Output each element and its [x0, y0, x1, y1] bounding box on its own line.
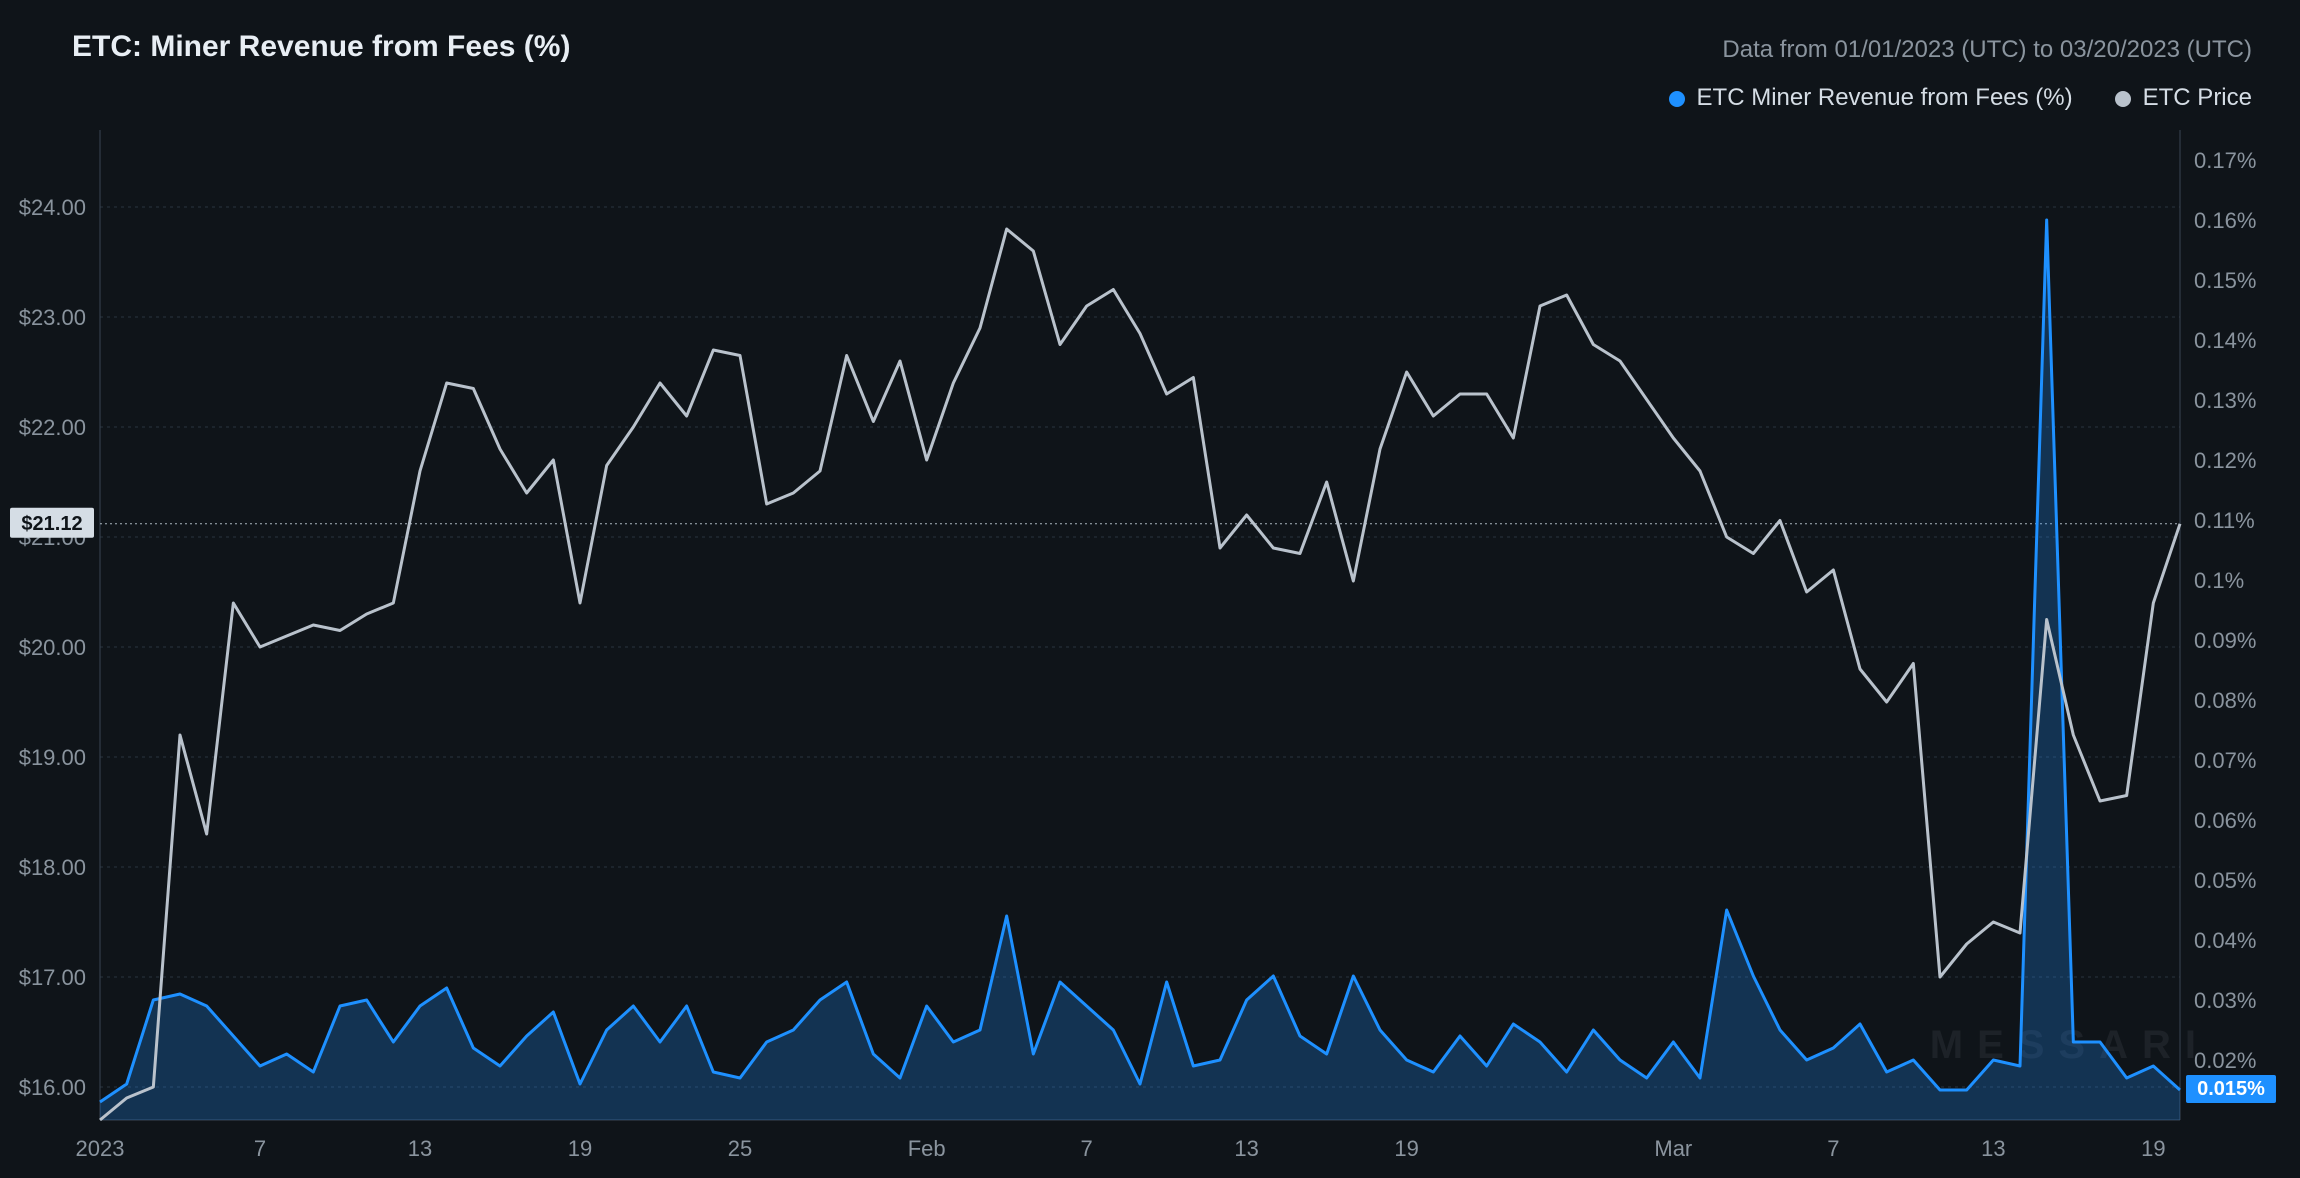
- svg-text:$19.00: $19.00: [19, 745, 86, 770]
- svg-text:0.1%: 0.1%: [2194, 568, 2244, 593]
- svg-text:0.09%: 0.09%: [2194, 628, 2256, 653]
- chart-svg: $16.00$17.00$18.00$19.00$20.00$21.00$22.…: [0, 0, 2300, 1178]
- svg-text:7: 7: [1081, 1136, 1093, 1161]
- svg-text:0.14%: 0.14%: [2194, 328, 2256, 353]
- svg-text:0.05%: 0.05%: [2194, 868, 2256, 893]
- svg-text:0.08%: 0.08%: [2194, 688, 2256, 713]
- svg-text:0.15%: 0.15%: [2194, 268, 2256, 293]
- svg-text:$16.00: $16.00: [19, 1075, 86, 1100]
- svg-text:25: 25: [728, 1136, 752, 1161]
- svg-text:0.17%: 0.17%: [2194, 148, 2256, 173]
- svg-text:0.12%: 0.12%: [2194, 448, 2256, 473]
- svg-text:$20.00: $20.00: [19, 635, 86, 660]
- svg-text:7: 7: [1827, 1136, 1839, 1161]
- svg-text:13: 13: [1981, 1136, 2005, 1161]
- svg-text:0.11%: 0.11%: [2194, 508, 2255, 533]
- svg-text:$18.00: $18.00: [19, 855, 86, 880]
- chart-container: ETC: Miner Revenue from Fees (%) Data fr…: [0, 0, 2300, 1178]
- svg-text:$24.00: $24.00: [19, 195, 86, 220]
- svg-text:0.015%: 0.015%: [2197, 1078, 2265, 1100]
- svg-text:$23.00: $23.00: [19, 305, 86, 330]
- svg-text:19: 19: [2141, 1136, 2165, 1161]
- svg-text:19: 19: [1394, 1136, 1418, 1161]
- svg-text:$17.00: $17.00: [19, 965, 86, 990]
- svg-text:0.02%: 0.02%: [2194, 1048, 2256, 1073]
- svg-text:Mar: Mar: [1654, 1136, 1692, 1161]
- svg-text:0.04%: 0.04%: [2194, 928, 2256, 953]
- svg-text:0.13%: 0.13%: [2194, 388, 2256, 413]
- svg-text:7: 7: [254, 1136, 266, 1161]
- svg-text:0.07%: 0.07%: [2194, 748, 2256, 773]
- svg-text:Feb: Feb: [908, 1136, 946, 1161]
- svg-text:$21.12: $21.12: [21, 513, 82, 535]
- svg-text:$22.00: $22.00: [19, 415, 86, 440]
- svg-text:0.03%: 0.03%: [2194, 988, 2256, 1013]
- svg-text:13: 13: [408, 1136, 432, 1161]
- svg-text:19: 19: [568, 1136, 592, 1161]
- svg-text:0.06%: 0.06%: [2194, 808, 2256, 833]
- svg-text:13: 13: [1234, 1136, 1258, 1161]
- svg-text:2023: 2023: [76, 1136, 125, 1161]
- svg-text:0.16%: 0.16%: [2194, 208, 2256, 233]
